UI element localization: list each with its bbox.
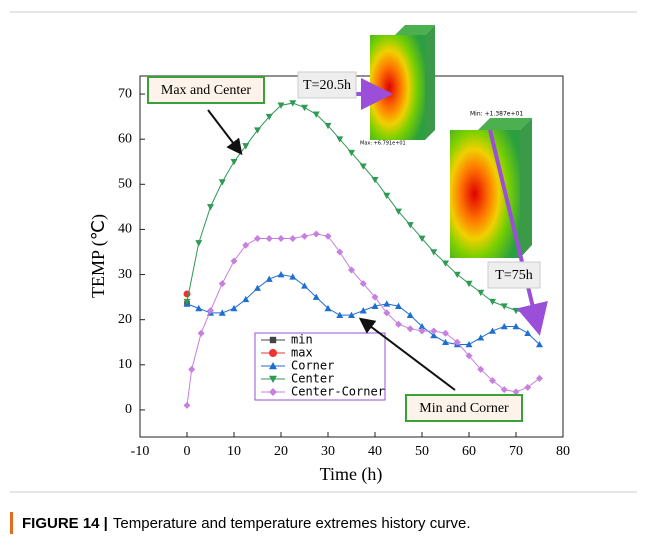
legend-label: max — [291, 346, 313, 360]
annotation: Min and Corner — [419, 401, 509, 416]
marker — [477, 334, 484, 340]
y-tick-label: 20 — [118, 312, 132, 327]
marker — [407, 312, 414, 318]
legend-marker — [269, 349, 277, 357]
legend-label: Center-Corner — [291, 385, 385, 399]
marker — [278, 235, 285, 242]
x-tick-label: 70 — [509, 444, 523, 459]
legend-label: Corner — [291, 359, 334, 373]
caption-bar — [10, 512, 13, 534]
figure: -10 0 10 20 30 40 50 60 70 80 0 10 20 30 40 50 60 70 minma… — [0, 0, 647, 550]
marker — [407, 325, 414, 332]
marker — [254, 235, 261, 242]
marker — [188, 366, 195, 373]
marker — [301, 233, 308, 240]
caption-label: FIGURE 14 | — [22, 515, 108, 532]
marker — [289, 235, 296, 242]
caption: FIGURE 14 | Temperature and temperature e… — [22, 515, 471, 532]
marker — [301, 105, 308, 111]
marker — [477, 290, 484, 296]
x-tick-label: -10 — [131, 444, 150, 459]
legend-label: Center — [291, 372, 334, 386]
marker — [207, 204, 214, 210]
y-tick-label: 0 — [125, 402, 132, 417]
marker — [231, 258, 238, 265]
marker — [231, 305, 238, 311]
y-tick-label: 70 — [118, 86, 132, 101]
annotation: Max: +6.791e+01 — [360, 141, 406, 147]
x-tick-label: 40 — [368, 444, 382, 459]
x-tick-label: 20 — [274, 444, 288, 459]
marker — [360, 307, 367, 313]
y-tick-label: 60 — [118, 131, 132, 146]
marker — [231, 159, 238, 165]
annotation: T=75h — [495, 268, 532, 283]
marker — [489, 327, 496, 333]
annotation: T=20.5h — [303, 78, 351, 93]
marker — [219, 179, 226, 185]
marker — [524, 330, 531, 336]
marker — [278, 271, 285, 277]
marker — [442, 339, 449, 345]
y-tick-label: 10 — [118, 357, 132, 372]
legend-marker — [270, 337, 276, 343]
marker — [524, 310, 531, 316]
x-axis-label: Time (h) — [320, 464, 383, 485]
x-tick-label: 0 — [184, 444, 191, 459]
caption-text: Temperature and temperature extremes his… — [113, 515, 471, 532]
marker — [466, 281, 473, 287]
legend-label: min — [291, 333, 313, 347]
marker — [301, 282, 308, 288]
marker — [501, 303, 508, 309]
y-tick-label: 30 — [118, 267, 132, 282]
marker — [184, 402, 191, 409]
marker — [266, 235, 273, 242]
marker — [195, 305, 202, 311]
arrow — [208, 110, 240, 152]
marker — [195, 240, 202, 246]
marker — [336, 248, 343, 255]
marker — [198, 330, 205, 337]
x-tick-label: 80 — [556, 444, 570, 459]
marker — [254, 285, 261, 291]
marker — [242, 242, 249, 249]
marker — [454, 272, 461, 278]
marker — [266, 276, 273, 282]
marker — [325, 233, 332, 240]
x-tick-label: 60 — [462, 444, 476, 459]
y-tick-label: 40 — [118, 222, 132, 237]
marker — [383, 300, 390, 306]
annotation: Min: +1.387e+01 — [470, 111, 523, 118]
y-axis-label: TEMP (℃) — [88, 214, 109, 298]
marker — [313, 230, 320, 237]
x-tick-label: 30 — [321, 444, 335, 459]
marker — [489, 299, 496, 305]
annotation: Max and Center — [161, 83, 252, 98]
y-tick-label: 50 — [118, 177, 132, 192]
heatmap-1 — [370, 25, 435, 140]
marker — [219, 280, 226, 287]
x-tick-label: 50 — [415, 444, 429, 459]
x-tick-label: 10 — [227, 444, 241, 459]
